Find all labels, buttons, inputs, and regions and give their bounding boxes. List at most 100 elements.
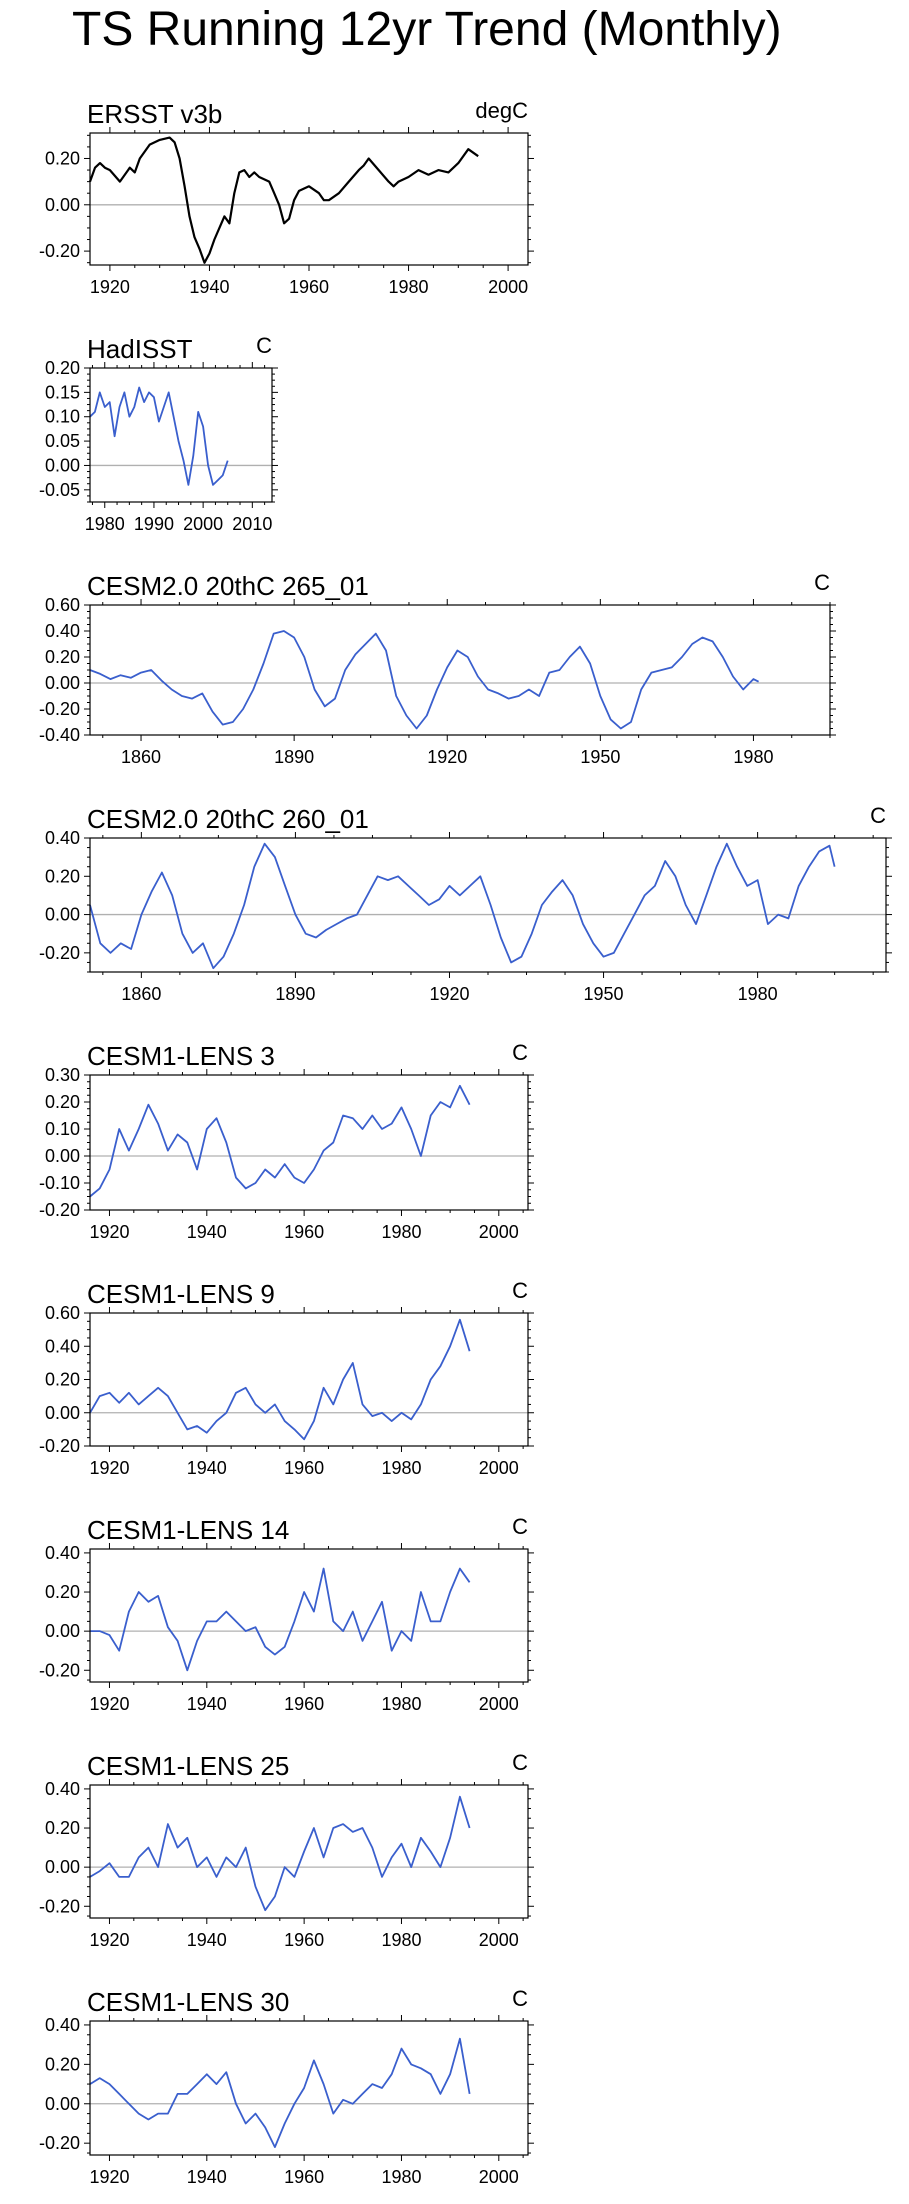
y-tick-label: 0.00 [45, 195, 80, 215]
plot-frame [89, 2020, 529, 2156]
y-tick-label: 0.30 [45, 1065, 80, 1085]
y-tick-label: 0.40 [45, 1779, 80, 1799]
x-tick-label: 2000 [479, 1930, 519, 1950]
y-tick-label: 0.40 [45, 828, 80, 848]
x-tick-label: 1940 [187, 1458, 227, 1478]
plot-frame [89, 132, 529, 266]
plot-frame [89, 1784, 529, 1919]
y-tick-label: 0.40 [45, 621, 80, 641]
x-tick-label: 2000 [479, 1222, 519, 1242]
chart-cesm2-260: 1860 1890 1920 1950 1980 -0.20 0.00 0.20 0.40 CES… [39, 803, 892, 1004]
y-tick-label: 0.20 [45, 1818, 80, 1838]
series-line [88, 136, 479, 264]
x-tick-label: 1980 [381, 1694, 421, 1714]
x-tick-label: 1950 [580, 747, 620, 767]
chart-units: C [512, 1986, 528, 2011]
chart-units: C [512, 1514, 528, 1539]
x-tick-label: 1890 [274, 747, 314, 767]
chart-title: CESM1-LENS 30 [87, 1987, 289, 2017]
x-tick-label: 1960 [284, 2167, 324, 2187]
y-tick-label: -0.20 [39, 1660, 80, 1680]
chart-title: CESM2.0 20thC 260_01 [87, 804, 369, 834]
x-tick-label: 1950 [584, 984, 624, 1004]
y-tick-label: -0.20 [39, 1436, 80, 1456]
y-tick-label: 0.20 [45, 1092, 80, 1112]
x-tick-label: 1960 [289, 277, 329, 297]
y-tick-label: 0.20 [45, 1370, 80, 1390]
plot-frame [89, 367, 273, 503]
x-tick-label: 1960 [284, 1222, 324, 1242]
y-tick-label: 0.00 [45, 905, 80, 925]
series-line [89, 386, 229, 486]
chart-lens-30: 1920 1940 1960 1980 2000 -0.20 0.00 0.20 0.40 CES… [39, 1986, 534, 2187]
x-tick-label: 1960 [284, 1694, 324, 1714]
chart-lens-14: 1920 1940 1960 1980 2000 -0.20 0.00 0.20 0.40 CES… [39, 1514, 534, 1714]
x-tick-label: 1960 [284, 1930, 324, 1950]
series-line [89, 1318, 471, 1441]
x-tick-label: 2010 [232, 514, 272, 534]
y-tick-label: 0.10 [45, 1119, 80, 1139]
chart-title: CESM1-LENS 25 [87, 1751, 289, 1781]
y-tick-label: 0.20 [45, 647, 80, 667]
y-tick-label: 0.20 [45, 148, 80, 168]
page-title: TS Running 12yr Trend (Monthly) [72, 3, 782, 56]
x-tick-label: 1920 [89, 1694, 129, 1714]
x-tick-label: 1980 [85, 514, 125, 534]
y-tick-label: 0.00 [45, 455, 80, 475]
y-tick-label: 0.60 [45, 595, 80, 615]
plot-frame [89, 1548, 529, 1683]
y-tick-label: 0.20 [45, 2054, 80, 2074]
plot-frame [89, 837, 887, 973]
y-tick-label: 0.40 [45, 2015, 80, 2035]
chart-ersst: 1920 1940 1960 1980 2000 -0.20 0.00 0.20 ERSST v… [39, 98, 534, 297]
y-tick-label: 0.00 [45, 1146, 80, 1166]
y-tick-label: -0.20 [39, 943, 80, 963]
chart-units: C [870, 803, 886, 828]
y-tick-label: 0.00 [45, 2094, 80, 2114]
chart-title: CESM1-LENS 9 [87, 1279, 275, 1309]
y-tick-label: 0.00 [45, 1403, 80, 1423]
x-tick-label: 2000 [479, 2167, 519, 2187]
chart-hadisst: 1980 1990 2000 2010 -0.05 0.00 0.05 0.10 0.15 0.2… [39, 333, 278, 534]
plot-frame [89, 1074, 529, 1211]
chart-lens-9: 1920 1940 1960 1980 2000 -0.20 0.00 0.20 0.40 0.6… [39, 1278, 534, 1478]
x-tick-label: 1980 [389, 277, 429, 297]
y-tick-label: 0.05 [45, 431, 80, 451]
chart-cesm2-265: 1860 1890 1920 1950 1980 -0.40 -0.20 0.00 0.20 0.… [39, 570, 836, 767]
series-line [89, 1084, 471, 1198]
plot-frame [89, 1312, 529, 1447]
x-tick-label: 2000 [479, 1458, 519, 1478]
y-tick-label: -0.20 [39, 1896, 80, 1916]
series-line [89, 2037, 471, 2149]
x-tick-label: 2000 [488, 277, 528, 297]
y-tick-label: 0.10 [45, 407, 80, 427]
x-tick-label: 1890 [275, 984, 315, 1004]
x-tick-label: 1920 [89, 1222, 129, 1242]
x-tick-label: 1980 [738, 984, 778, 1004]
x-tick-label: 1920 [427, 747, 467, 767]
chart-units: C [512, 1040, 528, 1065]
y-tick-label: -0.10 [39, 1173, 80, 1193]
y-tick-label: -0.05 [39, 480, 80, 500]
plot-frame [89, 604, 831, 736]
x-tick-label: 2000 [479, 1694, 519, 1714]
y-tick-label: 0.20 [45, 358, 80, 378]
chart-units: C [512, 1278, 528, 1303]
chart-title: CESM2.0 20thC 265_01 [87, 571, 369, 601]
chart-units: degC [475, 98, 528, 123]
series-line [89, 630, 760, 730]
series-line [90, 1567, 471, 1672]
y-tick-label: -0.20 [39, 241, 80, 261]
x-tick-label: 2000 [183, 514, 223, 534]
y-tick-label: 0.20 [45, 866, 80, 886]
y-tick-label: 0.15 [45, 382, 80, 402]
x-tick-label: 1940 [187, 1930, 227, 1950]
y-tick-label: 0.40 [45, 1336, 80, 1356]
x-tick-label: 1980 [381, 2167, 421, 2187]
series-line [89, 842, 836, 970]
x-tick-label: 1940 [187, 1694, 227, 1714]
y-tick-label: -0.20 [39, 1200, 80, 1220]
chart-title: CESM1-LENS 14 [87, 1515, 289, 1545]
chart-units: C [512, 1750, 528, 1775]
y-tick-label: 0.00 [45, 673, 80, 693]
